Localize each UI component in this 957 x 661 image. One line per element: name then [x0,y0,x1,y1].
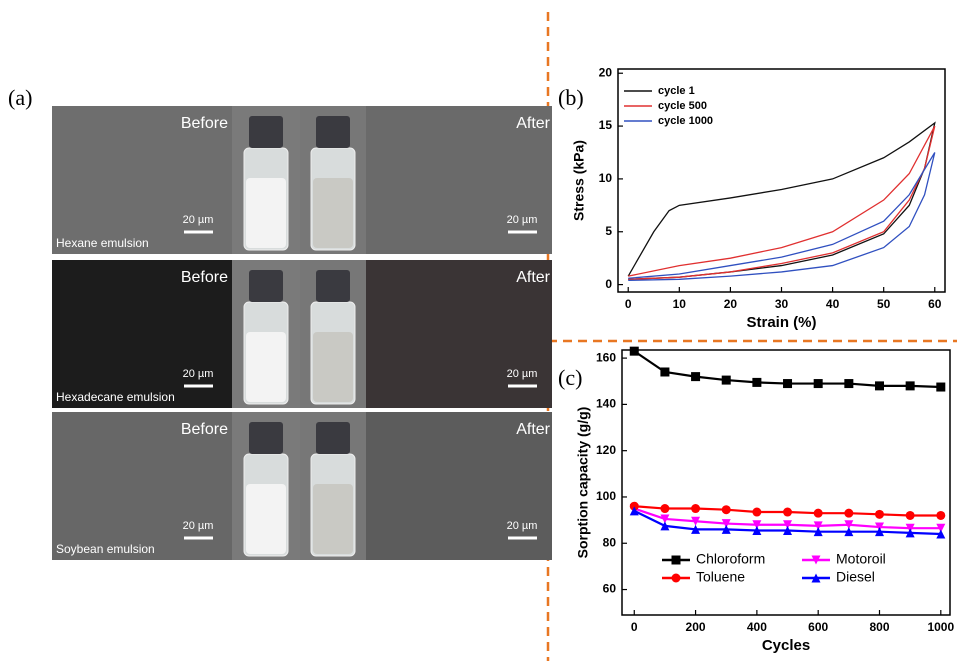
x-tick-label: 1000 [927,620,954,634]
marker [660,367,669,376]
marker [752,378,761,387]
after-label: After [516,421,550,438]
y-tick-label: 5 [605,224,612,238]
x-tick-label: 30 [775,297,789,311]
marker [875,381,884,390]
marker [722,505,731,514]
before-label: Before [181,421,228,438]
marker [936,511,945,520]
marker [814,379,823,388]
legend-marker [672,556,681,565]
panel-label: (a) [8,85,32,110]
y-tick-label: 160 [596,350,616,364]
legend-label: Toluene [696,569,745,585]
x-tick-label: 800 [869,620,889,634]
x-tick-label: 60 [928,297,942,311]
x-tick-label: 40 [826,297,840,311]
x-tick-label: 0 [631,620,638,634]
legend-label: cycle 500 [658,100,707,112]
y-tick-label: 120 [596,443,616,457]
marker [844,509,853,518]
y-tick-label: 60 [603,582,617,596]
y-tick-label: 20 [599,65,613,79]
vial-cap [249,270,283,302]
marker [783,379,792,388]
vial-cap [316,270,350,302]
y-tick-label: 10 [599,171,613,185]
x-tick-label: 20 [724,297,738,311]
vial-liquid [313,332,353,402]
scale-label: 20 µm [183,368,214,380]
vial-cap [316,422,350,454]
vial-cap [249,116,283,148]
marker [722,376,731,385]
panel-label: (c) [558,365,582,390]
scale-label: 20 µm [183,214,214,226]
vial-liquid [313,178,353,248]
legend-label: Diesel [836,569,875,585]
y-tick-label: 0 [605,277,612,291]
scale-label: 20 µm [507,214,538,226]
legend-label: Chloroform [696,551,765,567]
after-label: After [516,115,550,132]
y-tick-label: 140 [596,397,616,411]
sample-name: Hexadecane emulsion [56,390,175,404]
y-tick-label: 100 [596,489,616,503]
marker [630,347,639,356]
before-label: Before [181,115,228,132]
scale-label: 20 µm [507,368,538,380]
marker [691,372,700,381]
vial-liquid [313,484,353,554]
vial-cap [249,422,283,454]
x-tick-label: 0 [625,297,632,311]
x-tick-label: 200 [686,620,706,634]
marker [844,379,853,388]
x-tick-label: 10 [673,297,687,311]
panel-label: (b) [558,85,584,110]
before-label: Before [181,269,228,286]
x-tick-label: 400 [747,620,767,634]
x-axis-label: Strain (%) [746,314,816,331]
y-axis-label: Sorption capacity (g/g) [575,407,591,559]
vial-liquid [246,332,286,402]
marker [691,504,700,513]
x-tick-label: 600 [808,620,828,634]
marker [906,381,915,390]
scale-label: 20 µm [507,520,538,532]
x-axis-label: Cycles [762,637,810,654]
marker [752,508,761,517]
vial-cap [316,116,350,148]
x-tick-label: 50 [877,297,891,311]
marker [875,510,884,519]
legend-label: cycle 1000 [658,115,713,127]
figure: (a) Before After 20 µm 20 µm Hexane emulsion… [0,0,957,661]
sample-name: Hexane emulsion [56,236,149,250]
marker [936,383,945,392]
y-axis-label: Stress (kPa) [571,140,587,221]
y-tick-label: 15 [599,118,613,132]
marker [660,504,669,513]
legend-marker [672,574,681,583]
marker [906,511,915,520]
vial-liquid [246,178,286,248]
vial-liquid [246,484,286,554]
after-label: After [516,269,550,286]
marker [783,508,792,517]
legend-label: Motoroil [836,551,886,567]
marker [814,509,823,518]
y-tick-label: 80 [603,535,617,549]
scale-label: 20 µm [183,520,214,532]
legend-label: cycle 1 [658,85,695,97]
sample-name: Soybean emulsion [56,542,155,556]
